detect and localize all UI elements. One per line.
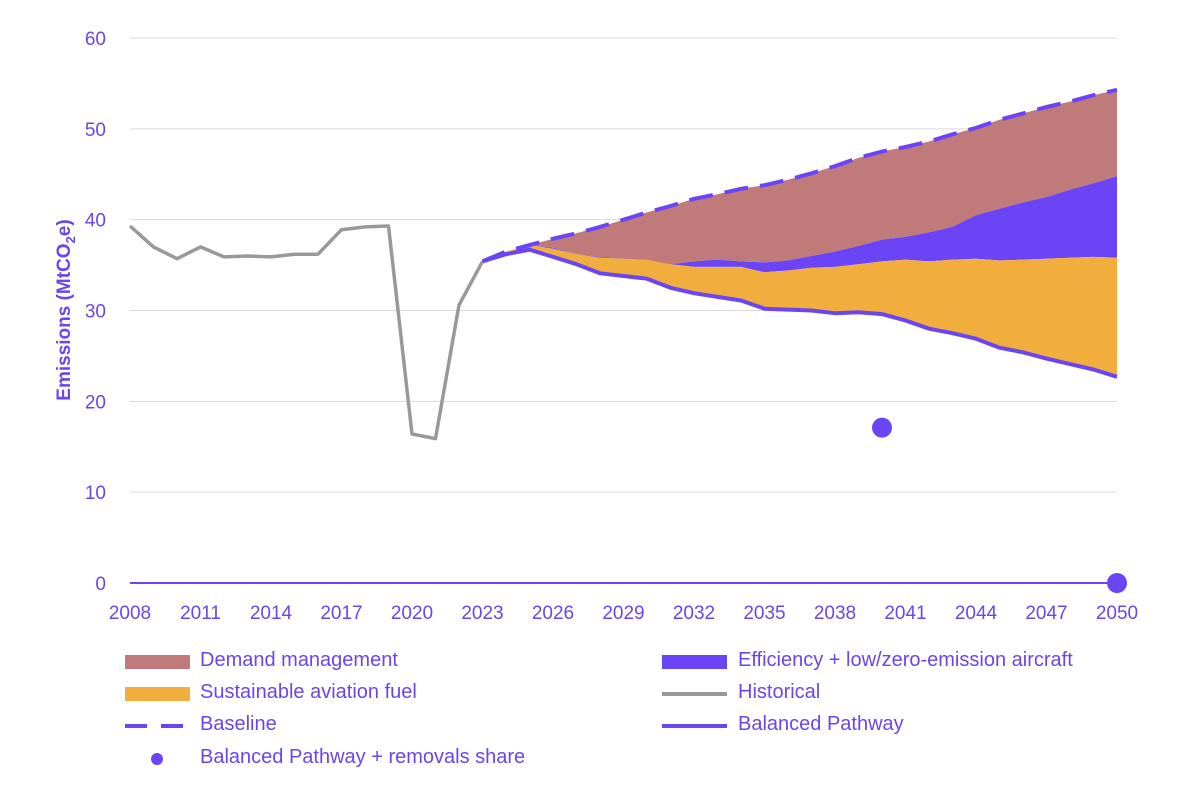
x-tick-label-2044: 2044 (955, 603, 998, 624)
y-tick-label-40: 40 (85, 211, 106, 232)
x-tick-label-2008: 2008 (109, 603, 151, 624)
y-axis-label-end: e) (54, 219, 75, 236)
legend-label-efficiency: Efficiency + low/zero-emission aircraft (738, 649, 1073, 671)
x-tick-label-2023: 2023 (461, 603, 503, 624)
x-tick-label-2014: 2014 (250, 603, 293, 624)
y-axis-label-subscript: 2 (63, 236, 78, 243)
legend-swatch-pathway (662, 724, 727, 728)
legend-label-pathway: Balanced Pathway (738, 713, 904, 735)
legend-label-baseline: Baseline (200, 713, 277, 735)
y-tick-label-20: 20 (85, 392, 106, 413)
x-tick-label-2029: 2029 (602, 603, 644, 624)
y-tick-label-10: 10 (85, 483, 106, 504)
x-tick-label-2041: 2041 (884, 603, 926, 624)
y-tick-label-0: 0 (95, 574, 106, 595)
line-baseline (481, 87, 1118, 264)
line-balanced-pathway (481, 247, 1118, 379)
x-tick-label-2011: 2011 (180, 603, 221, 624)
x-tick-label-2032: 2032 (673, 603, 715, 624)
gridlines (130, 37, 1117, 584)
y-axis-label: Emissions (MtCO2e) (54, 219, 78, 400)
y-tick-label-60: 60 (85, 29, 106, 50)
area-series (482, 89, 1117, 377)
x-tick-label-2038: 2038 (814, 603, 856, 624)
y-axis-label-main: Emissions (MtCO (54, 243, 75, 400)
legend-swatch-demand (125, 655, 190, 669)
legend-swatch-saf (125, 687, 190, 701)
area-efficiency (482, 176, 1117, 273)
line-historical (128, 224, 485, 441)
point-series (872, 417, 1127, 593)
legend-label-saf: Sustainable aviation fuel (200, 681, 417, 703)
x-tick-label-2047: 2047 (1025, 603, 1067, 624)
legend-label-removals: Balanced Pathway + removals share (200, 746, 526, 768)
y-tick-label-50: 50 (85, 120, 106, 141)
legend-swatch-efficiency (662, 655, 727, 669)
y-axis-ticks: 0 10 20 30 40 50 60 (85, 29, 106, 595)
legend-swatch-removals (151, 753, 163, 765)
legend-label-demand: Demand management (200, 649, 398, 671)
x-tick-label-2020: 2020 (391, 603, 433, 624)
x-axis-ticks: 2008 2011 2014 2017 2020 2023 2026 2029 2032 2035… (109, 603, 1138, 624)
point-removals-2040 (872, 417, 892, 438)
x-tick-label-2017: 2017 (320, 603, 362, 624)
x-tick-label-2035: 2035 (743, 603, 785, 624)
point-removals-2050 (1107, 573, 1127, 593)
line-series (128, 87, 1118, 441)
legend-swatch-historical (662, 692, 727, 696)
x-tick-label-2050: 2050 (1096, 603, 1138, 624)
legend-swatch-baseline (125, 724, 190, 728)
y-tick-label-30: 30 (85, 302, 106, 323)
x-tick-label-2026: 2026 (532, 603, 574, 624)
legend-label-historical: Historical (738, 681, 821, 703)
